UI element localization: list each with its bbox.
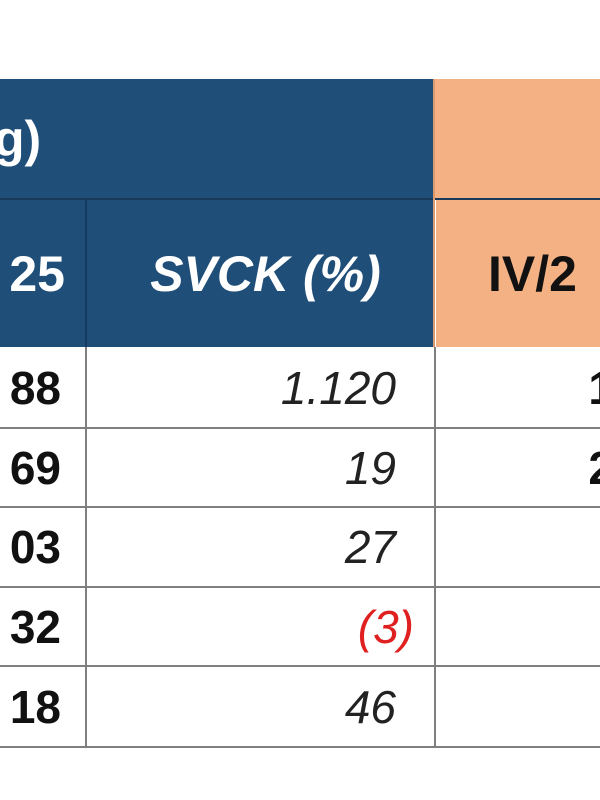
cell-left-text: 03	[9, 521, 61, 573]
group-header-text: g)	[0, 111, 42, 167]
column-header-right: IV/2	[436, 200, 600, 347]
cell-svck: (3)	[87, 587, 434, 666]
cell-svck-text: 19	[344, 441, 396, 494]
column-header-left-text: 25	[9, 245, 65, 302]
cell-right-text: 2	[588, 441, 600, 495]
cell-svck: 1.120	[87, 347, 434, 428]
cell-right: 2	[436, 428, 600, 507]
divider	[0, 746, 600, 748]
cell-left: 32	[0, 587, 85, 666]
column-header-left: 25	[0, 200, 85, 347]
column-header-svck: SVCK (%)	[87, 200, 434, 347]
column-header-svck-text: SVCK (%)	[150, 245, 381, 302]
divider	[0, 506, 600, 508]
cell-svck-text: 27	[344, 521, 396, 573]
cell-right	[436, 507, 600, 587]
group-header-right	[434, 79, 600, 199]
divider	[85, 200, 87, 347]
cell-left: 03	[0, 507, 85, 587]
divider	[0, 586, 600, 588]
divider	[0, 665, 600, 667]
cell-svck-text: 46	[344, 680, 396, 733]
cell-right	[436, 666, 600, 747]
divider	[434, 347, 436, 747]
cell-left-text: 88	[9, 361, 61, 414]
cell-left-text: 32	[9, 600, 61, 653]
cell-left-text: 69	[9, 441, 61, 494]
cell-svck-text: 1.120	[280, 361, 396, 414]
divider	[0, 198, 600, 200]
column-header-right-text: IV/2	[488, 245, 577, 302]
cell-right	[436, 587, 600, 666]
cell-left: 88	[0, 347, 85, 428]
cell-svck: 27	[87, 507, 434, 587]
divider	[433, 79, 435, 347]
cell-left: 69	[0, 428, 85, 507]
divider	[85, 347, 87, 747]
cell-right: 1	[436, 347, 600, 428]
cell-svck: 46	[87, 666, 434, 747]
divider	[0, 427, 600, 429]
cell-svck: 19	[87, 428, 434, 507]
group-header-left: g)	[0, 79, 434, 199]
cell-left-text: 18	[9, 680, 61, 733]
cell-left: 18	[0, 666, 85, 747]
cell-right-text: 1	[588, 361, 600, 415]
cell-svck-text: (3)	[357, 600, 414, 653]
